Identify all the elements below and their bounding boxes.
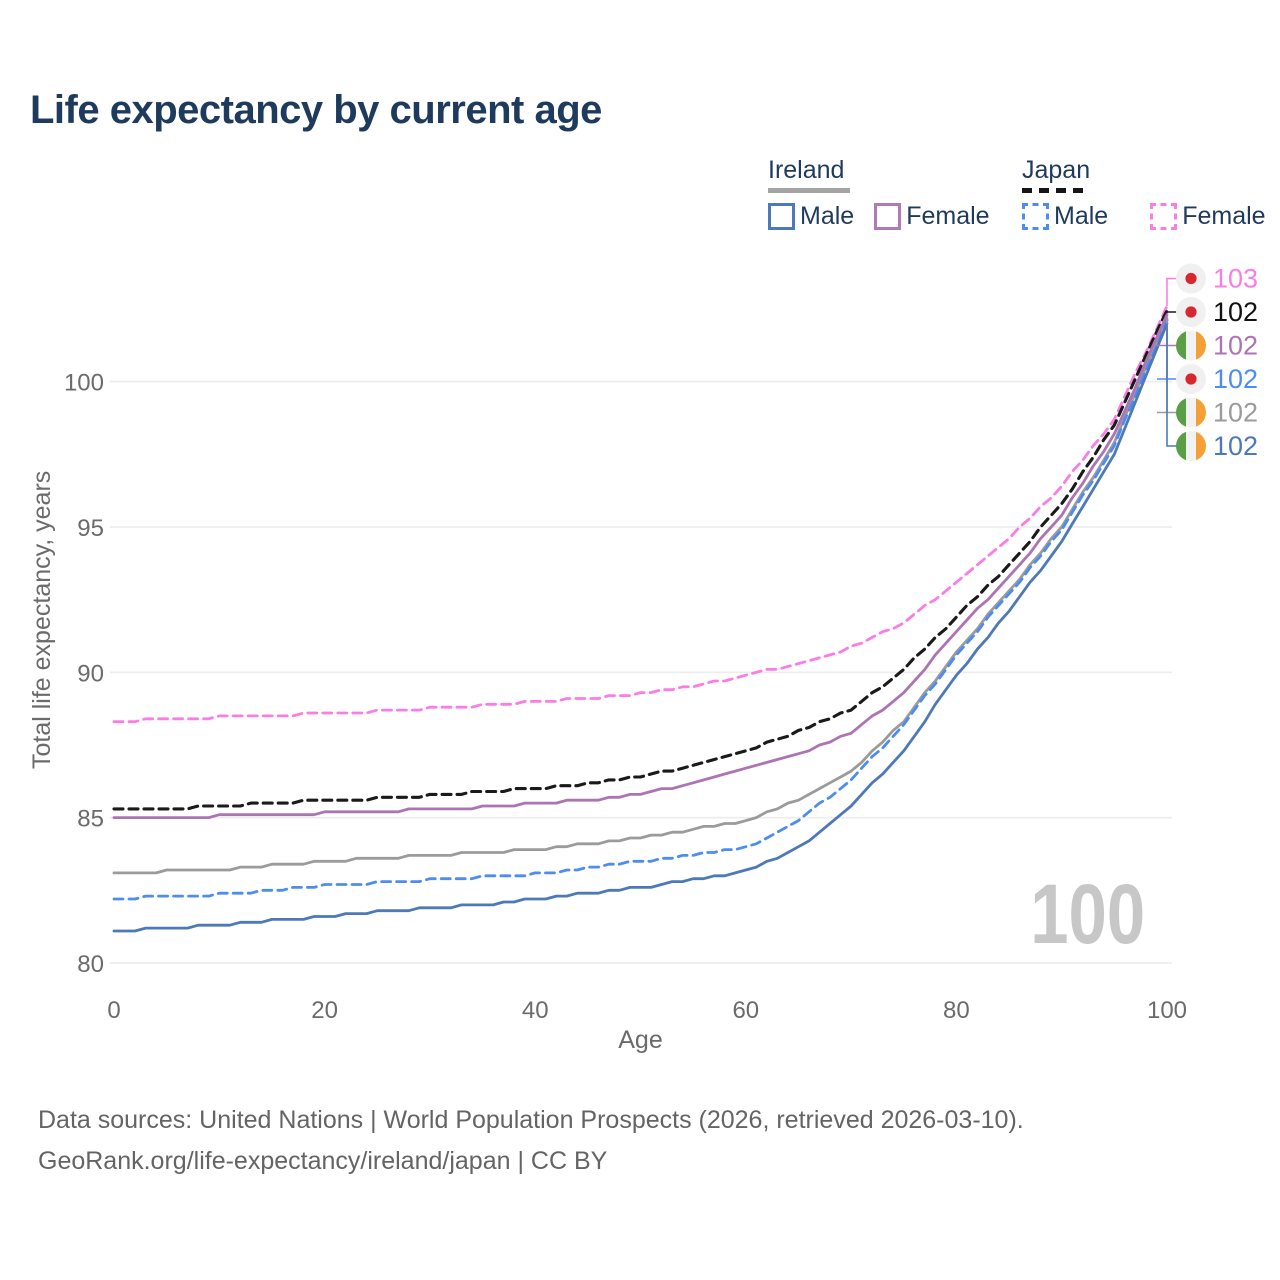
y-tick-90: 90 <box>77 660 104 687</box>
series-line-ireland-male[interactable] <box>112 322 1169 933</box>
leader-line <box>1166 277 1177 307</box>
end-value: 102 <box>1213 297 1258 327</box>
ireland-flag-icon <box>1176 330 1206 361</box>
footer-sources: Data sources: United Nations | World Pop… <box>38 1106 1024 1134</box>
japan-flag-icon <box>1176 297 1206 327</box>
ireland-flag-icon <box>1176 397 1206 428</box>
x-tick-60: 60 <box>732 997 759 1024</box>
leader-line <box>1166 323 1177 447</box>
y-tick-80: 80 <box>77 951 104 978</box>
end-value: 102 <box>1213 398 1258 428</box>
x-tick-80: 80 <box>943 997 970 1024</box>
series-line-japan-male[interactable] <box>112 319 1169 901</box>
end-label-ireland-total[interactable]: 102 <box>1157 319 1258 428</box>
legend-item-japan-female[interactable]: Female <box>1150 202 1266 231</box>
ireland-male-swatch-icon <box>768 203 795 230</box>
legend-label-japan-female: Female <box>1182 202 1266 230</box>
x-tick-40: 40 <box>522 997 549 1024</box>
legend-item-japan-male[interactable]: Male <box>1022 202 1108 231</box>
page-title: Life expectancy by current age <box>30 88 602 132</box>
ireland-flag-icon <box>1176 431 1206 461</box>
y-tick-85: 85 <box>77 806 104 833</box>
series-line-ireland-female[interactable] <box>112 313 1169 819</box>
footer: Data sources: United Nations | World Pop… <box>38 1100 1024 1182</box>
leader-line <box>1166 310 1177 313</box>
japan-dashed-line-sample <box>1022 188 1088 193</box>
legend-label-japan-male: Male <box>1054 202 1109 230</box>
end-value: 103 <box>1213 264 1258 294</box>
x-tick-20: 20 <box>311 997 338 1024</box>
x-axis-title: Age <box>618 1026 663 1054</box>
end-value: 102 <box>1213 431 1258 461</box>
footer-attribution: GeoRank.org/life-expectancy/ireland/japa… <box>38 1147 608 1175</box>
end-label-ireland-female[interactable]: 102 <box>1157 314 1258 361</box>
legend-item-ireland-male[interactable]: Male <box>768 202 854 231</box>
end-label-ireland-male[interactable]: 102 <box>1166 323 1258 461</box>
japan-female-swatch-icon <box>1150 203 1178 230</box>
japan-male-swatch-icon <box>1022 203 1049 230</box>
legend-item-ireland-female[interactable]: Female <box>874 202 990 231</box>
age-watermark: 100 <box>1030 867 1145 961</box>
end-label-japan-total[interactable]: 102 <box>1166 297 1258 327</box>
end-label-japan-female[interactable]: 103 <box>1166 263 1258 307</box>
series-line-japan-total[interactable] <box>112 308 1169 811</box>
x-tick-100: 100 <box>1147 997 1187 1024</box>
legend-group-japan: Japan Male Female <box>1022 156 1280 231</box>
ireland-solid-line-sample <box>768 188 850 193</box>
x-tick-0: 0 <box>107 997 120 1024</box>
japan-flag-icon <box>1176 364 1206 394</box>
japan-flag-icon <box>1176 263 1206 294</box>
y-tick-100: 100 <box>64 370 104 397</box>
y-tick-95: 95 <box>77 515 104 542</box>
end-value: 102 <box>1213 364 1258 394</box>
series-line-ireland-total[interactable] <box>112 317 1169 875</box>
legend-group-ireland: Ireland Male Female <box>768 156 1010 231</box>
legend-label-ireland-male: Male <box>800 202 855 230</box>
legend-country-ireland: Ireland <box>768 156 845 184</box>
legend-country-japan: Japan <box>1022 156 1091 184</box>
series-line-japan-female[interactable] <box>112 304 1169 724</box>
legend-label-ireland-female: Female <box>906 202 990 230</box>
ireland-female-swatch-icon <box>874 203 902 230</box>
end-value: 102 <box>1213 331 1258 361</box>
